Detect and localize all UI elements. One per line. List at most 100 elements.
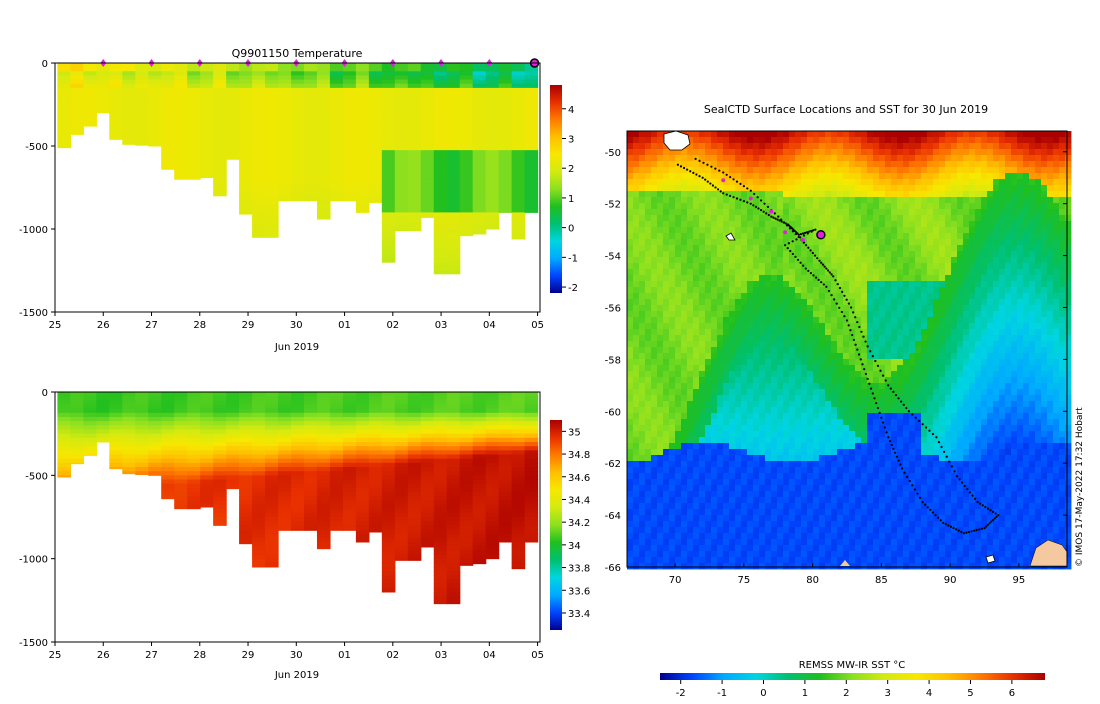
sst-cell	[969, 239, 975, 245]
profile-cell	[421, 450, 435, 455]
sst-cell	[849, 275, 855, 281]
profile-cell	[252, 75, 266, 80]
profile-cell	[499, 63, 513, 68]
sst-cell	[729, 305, 735, 311]
profile-cell	[512, 80, 526, 85]
profile-cell	[148, 434, 162, 439]
profile-cell	[434, 188, 448, 193]
sst-cell	[867, 311, 873, 317]
profile-cell	[96, 80, 110, 85]
sst-cell	[975, 161, 981, 167]
sst-cell	[705, 167, 711, 173]
colorbar-tick-label: 0	[568, 224, 574, 235]
sst-cell	[891, 227, 897, 233]
sst-cell	[999, 257, 1005, 263]
sst-cell	[651, 173, 657, 179]
sst-cell	[987, 275, 993, 281]
profile-cell	[447, 584, 461, 589]
sst-cell	[981, 227, 987, 233]
sst-cell	[813, 245, 819, 251]
sst-cell	[1035, 281, 1041, 287]
sst-cell	[939, 161, 945, 167]
profile-cell	[382, 196, 396, 201]
sst-cell	[1029, 197, 1035, 203]
sst-cell	[903, 293, 909, 299]
profile-cell	[499, 208, 513, 213]
sst-cell	[807, 215, 813, 221]
sst-cell	[705, 305, 711, 311]
sst-cell	[963, 203, 969, 209]
profile-cell	[317, 212, 331, 217]
sst-cell	[1035, 257, 1041, 263]
sst-cell	[681, 233, 687, 239]
sst-cell	[903, 239, 909, 245]
profile-cell	[343, 500, 357, 505]
sst-cell	[879, 311, 885, 317]
sst-cell	[645, 191, 651, 197]
sst-cell	[651, 149, 657, 155]
profile-cell	[57, 109, 71, 114]
profile-cell	[421, 446, 435, 451]
sst-cell	[861, 233, 867, 239]
profile-cell	[343, 105, 357, 110]
profile-cell	[369, 471, 383, 476]
sst-cell	[981, 143, 987, 149]
profile-cell	[447, 150, 461, 155]
x-tick-label: 25	[49, 320, 62, 331]
profile-cell	[200, 88, 214, 93]
profile-cell	[434, 463, 448, 468]
profile-cell	[174, 500, 188, 505]
sst-cell	[1029, 311, 1035, 317]
profile-cell	[304, 92, 318, 97]
profile-cell	[291, 192, 305, 197]
profile-cell	[512, 446, 526, 451]
profile-cell	[447, 92, 461, 97]
sst-cell	[1011, 137, 1017, 143]
profile-cell	[83, 80, 97, 85]
sst-cell	[1053, 137, 1059, 143]
sst-cell	[627, 155, 633, 161]
profile-cell	[408, 204, 422, 209]
profile-cell	[382, 167, 396, 172]
sst-cell	[639, 281, 645, 287]
profile-cell	[330, 455, 344, 460]
profile-cell	[421, 396, 435, 401]
profile-cell	[473, 438, 487, 443]
profile-cell	[252, 146, 266, 151]
sst-cell	[771, 173, 777, 179]
sst-cell	[705, 191, 711, 197]
profile-cell	[109, 109, 123, 114]
sst-cell	[831, 245, 837, 251]
profile-cell	[369, 492, 383, 497]
sst-cell	[921, 269, 927, 275]
profile-cell	[317, 546, 331, 549]
profile-cell	[330, 88, 344, 93]
sst-cell	[1011, 317, 1017, 323]
sst-cell	[783, 317, 789, 323]
sst-cell	[951, 263, 957, 269]
profile-cell	[395, 513, 409, 518]
sst-cell	[963, 269, 969, 275]
profile-cell	[278, 505, 292, 510]
profile-cell	[96, 438, 110, 443]
sst-cell	[1047, 179, 1053, 185]
profile-cell	[408, 509, 422, 514]
profile-cell	[317, 421, 331, 426]
sst-cell	[795, 293, 801, 299]
profile-cell	[291, 109, 305, 114]
profile-cell	[174, 480, 188, 485]
profile-cell	[304, 192, 318, 197]
x-tick-label: 03	[435, 650, 448, 661]
sst-cell	[669, 311, 675, 317]
profile-cell	[434, 546, 448, 551]
profile-cell	[174, 75, 188, 80]
profile-cell	[83, 405, 97, 410]
sst-cell	[879, 203, 885, 209]
sst-cell	[975, 287, 981, 293]
profile-cell	[200, 175, 214, 178]
profile-cell	[434, 150, 448, 155]
sst-cell	[843, 251, 849, 257]
profile-cell	[252, 121, 266, 126]
sst-cell	[1047, 293, 1053, 299]
